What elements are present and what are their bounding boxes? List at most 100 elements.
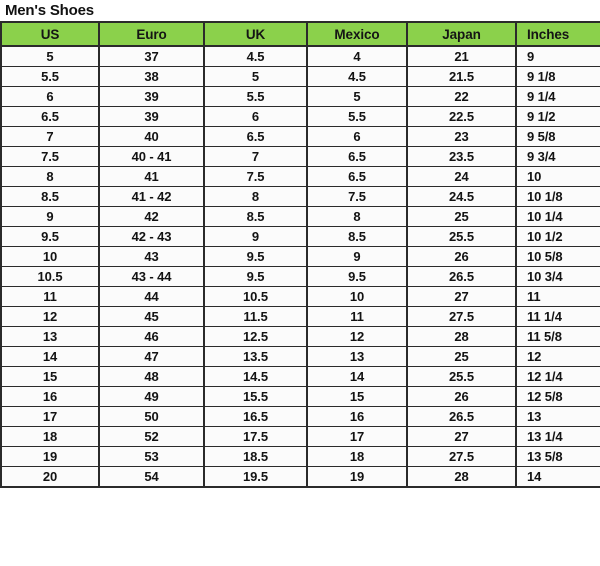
cell-mexico: 6.5 bbox=[306, 166, 408, 187]
cell-uk: 6 bbox=[203, 106, 308, 127]
cell-uk: 10.5 bbox=[203, 286, 308, 307]
cell-euro: 41 bbox=[98, 166, 205, 187]
cell-inches: 12 1/4 bbox=[515, 366, 600, 387]
cell-japan: 26 bbox=[406, 246, 517, 267]
cell-us: 8 bbox=[0, 166, 100, 187]
table-row: 7.5 40 - 41 7 6.5 23.5 9 3/4 bbox=[0, 146, 600, 167]
cell-mexico: 6.5 bbox=[306, 146, 408, 167]
cell-uk: 8 bbox=[203, 186, 308, 207]
cell-uk: 14.5 bbox=[203, 366, 308, 387]
cell-mexico: 10 bbox=[306, 286, 408, 307]
cell-japan: 27.5 bbox=[406, 306, 517, 327]
cell-mexico: 4 bbox=[306, 45, 408, 67]
cell-us: 10 bbox=[0, 246, 100, 267]
cell-japan: 25 bbox=[406, 346, 517, 367]
cell-inches: 13 bbox=[515, 406, 600, 427]
cell-mexico: 11 bbox=[306, 306, 408, 327]
cell-euro: 46 bbox=[98, 326, 205, 347]
cell-mexico: 8 bbox=[306, 206, 408, 227]
column-header-inches: Inches bbox=[515, 21, 600, 47]
cell-japan: 24.5 bbox=[406, 186, 517, 207]
table-row: 10 43 9.5 9 26 10 5/8 bbox=[0, 246, 600, 267]
cell-mexico: 19 bbox=[306, 466, 408, 488]
cell-inches: 9 1/4 bbox=[515, 86, 600, 107]
cell-euro: 50 bbox=[98, 406, 205, 427]
table-row: 6.5 39 6 5.5 22.5 9 1/2 bbox=[0, 106, 600, 127]
cell-mexico: 18 bbox=[306, 446, 408, 467]
cell-japan: 26 bbox=[406, 386, 517, 407]
column-header-euro: Euro bbox=[98, 21, 205, 47]
cell-mexico: 12 bbox=[306, 326, 408, 347]
table-row: 16 49 15.5 15 26 12 5/8 bbox=[0, 386, 600, 407]
table-row: 8 41 7.5 6.5 24 10 bbox=[0, 166, 600, 187]
cell-uk: 17.5 bbox=[203, 426, 308, 447]
cell-japan: 25.5 bbox=[406, 226, 517, 247]
cell-inches: 9 1/8 bbox=[515, 66, 600, 87]
cell-us: 14 bbox=[0, 346, 100, 367]
cell-uk: 18.5 bbox=[203, 446, 308, 467]
cell-euro: 52 bbox=[98, 426, 205, 447]
column-header-uk: UK bbox=[203, 21, 308, 47]
cell-us: 5.5 bbox=[0, 66, 100, 87]
table-body: 5 37 4.5 4 21 9 5.5 38 5 4.5 21.5 9 1/8 6 39 5.5 5 22 9 1… bbox=[0, 45, 600, 488]
cell-mexico: 9.5 bbox=[306, 266, 408, 287]
mens-shoe-size-table: US Euro UK Mexico Japan Inches 5 37 4.5 4 21… bbox=[0, 21, 600, 488]
cell-euro: 45 bbox=[98, 306, 205, 327]
cell-uk: 9 bbox=[203, 226, 308, 247]
cell-us: 9.5 bbox=[0, 226, 100, 247]
cell-us: 9 bbox=[0, 206, 100, 227]
cell-uk: 6.5 bbox=[203, 126, 308, 147]
column-header-us: US bbox=[0, 21, 100, 47]
cell-inches: 12 5/8 bbox=[515, 386, 600, 407]
cell-uk: 7.5 bbox=[203, 166, 308, 187]
cell-us: 17 bbox=[0, 406, 100, 427]
cell-uk: 12.5 bbox=[203, 326, 308, 347]
table-row: 6 39 5.5 5 22 9 1/4 bbox=[0, 86, 600, 107]
cell-mexico: 8.5 bbox=[306, 226, 408, 247]
cell-mexico: 16 bbox=[306, 406, 408, 427]
cell-us: 19 bbox=[0, 446, 100, 467]
cell-inches: 13 5/8 bbox=[515, 446, 600, 467]
cell-inches: 10 1/8 bbox=[515, 186, 600, 207]
cell-inches: 14 bbox=[515, 466, 600, 488]
cell-uk: 16.5 bbox=[203, 406, 308, 427]
cell-inches: 11 1/4 bbox=[515, 306, 600, 327]
cell-us: 12 bbox=[0, 306, 100, 327]
cell-mexico: 6 bbox=[306, 126, 408, 147]
cell-japan: 21 bbox=[406, 45, 517, 67]
cell-japan: 25.5 bbox=[406, 366, 517, 387]
cell-euro: 47 bbox=[98, 346, 205, 367]
cell-japan: 21.5 bbox=[406, 66, 517, 87]
table-row: 8.5 41 - 42 8 7.5 24.5 10 1/8 bbox=[0, 186, 600, 207]
cell-inches: 10 1/4 bbox=[515, 206, 600, 227]
cell-mexico: 15 bbox=[306, 386, 408, 407]
cell-us: 5 bbox=[0, 45, 100, 67]
column-header-mexico: Mexico bbox=[306, 21, 408, 47]
cell-uk: 19.5 bbox=[203, 466, 308, 488]
cell-us: 8.5 bbox=[0, 186, 100, 207]
cell-us: 13 bbox=[0, 326, 100, 347]
cell-euro: 40 - 41 bbox=[98, 146, 205, 167]
cell-japan: 28 bbox=[406, 326, 517, 347]
cell-inches: 9 1/2 bbox=[515, 106, 600, 127]
cell-mexico: 17 bbox=[306, 426, 408, 447]
cell-uk: 5.5 bbox=[203, 86, 308, 107]
cell-uk: 11.5 bbox=[203, 306, 308, 327]
cell-us: 20 bbox=[0, 466, 100, 488]
cell-euro: 42 - 43 bbox=[98, 226, 205, 247]
cell-japan: 26.5 bbox=[406, 406, 517, 427]
table-row: 14 47 13.5 13 25 12 bbox=[0, 346, 600, 367]
cell-euro: 40 bbox=[98, 126, 205, 147]
table-row: 9.5 42 - 43 9 8.5 25.5 10 1/2 bbox=[0, 226, 600, 247]
cell-euro: 38 bbox=[98, 66, 205, 87]
cell-japan: 23.5 bbox=[406, 146, 517, 167]
cell-mexico: 7.5 bbox=[306, 186, 408, 207]
cell-euro: 39 bbox=[98, 106, 205, 127]
cell-japan: 27 bbox=[406, 426, 517, 447]
cell-inches: 11 5/8 bbox=[515, 326, 600, 347]
cell-uk: 5 bbox=[203, 66, 308, 87]
table-row: 20 54 19.5 19 28 14 bbox=[0, 466, 600, 488]
cell-euro: 44 bbox=[98, 286, 205, 307]
cell-euro: 53 bbox=[98, 446, 205, 467]
